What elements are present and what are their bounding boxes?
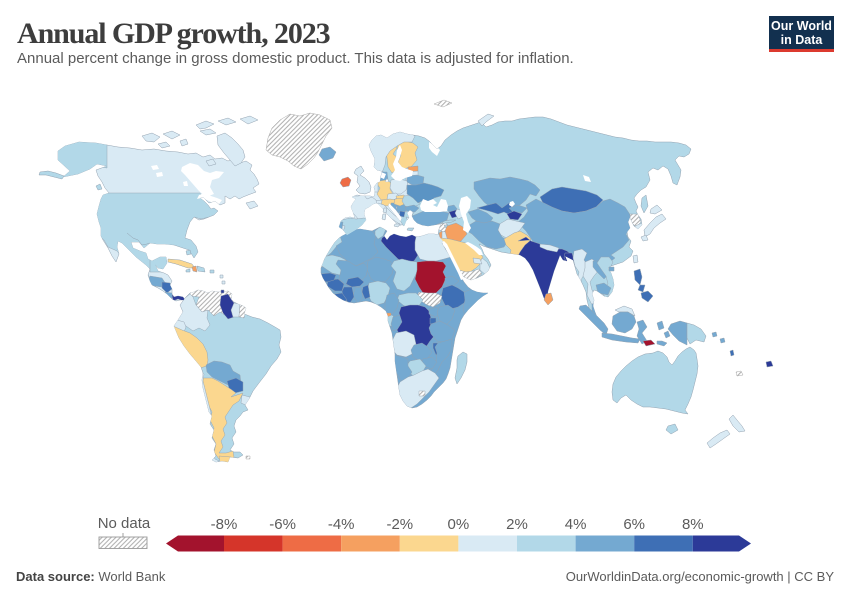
svg-text:2%: 2% bbox=[506, 516, 528, 533]
svg-text:-8%: -8% bbox=[211, 516, 238, 533]
svg-text:8%: 8% bbox=[682, 516, 704, 533]
svg-text:-6%: -6% bbox=[269, 516, 296, 533]
svg-text:4%: 4% bbox=[565, 516, 587, 533]
svg-text:0%: 0% bbox=[448, 516, 470, 533]
svg-text:6%: 6% bbox=[623, 516, 645, 533]
svg-text:-2%: -2% bbox=[386, 516, 413, 533]
svg-text:-4%: -4% bbox=[328, 516, 355, 533]
